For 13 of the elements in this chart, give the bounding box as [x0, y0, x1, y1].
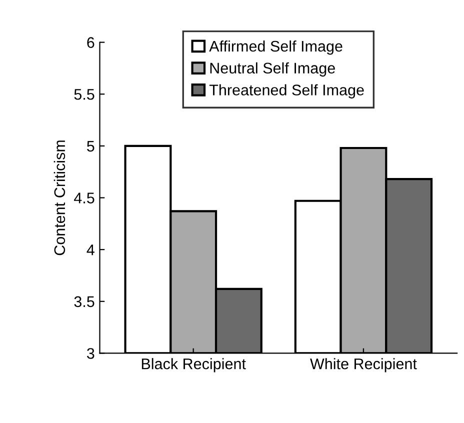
x-tick-label: White Recipient — [310, 358, 417, 372]
y-tick-label: 5.5 — [74, 89, 94, 100]
y-tick-label: 3 — [86, 348, 94, 359]
y-axis-title: Content Criticism — [54, 140, 66, 256]
legend-label: Threatened Self Image — [209, 84, 364, 98]
y-tick-label: 3.5 — [74, 296, 94, 308]
x-tick-label: Black Recipient — [142, 358, 246, 372]
y-tick-label: 5 — [87, 140, 94, 152]
y-tick-label: 4 — [86, 244, 94, 256]
legend-label: Affirmed Self Image — [209, 40, 342, 55]
y-tick-label: 6 — [87, 37, 94, 48]
legend-label: Neutral Self Image — [210, 62, 335, 77]
y-tick-label: 4.5 — [74, 192, 94, 204]
